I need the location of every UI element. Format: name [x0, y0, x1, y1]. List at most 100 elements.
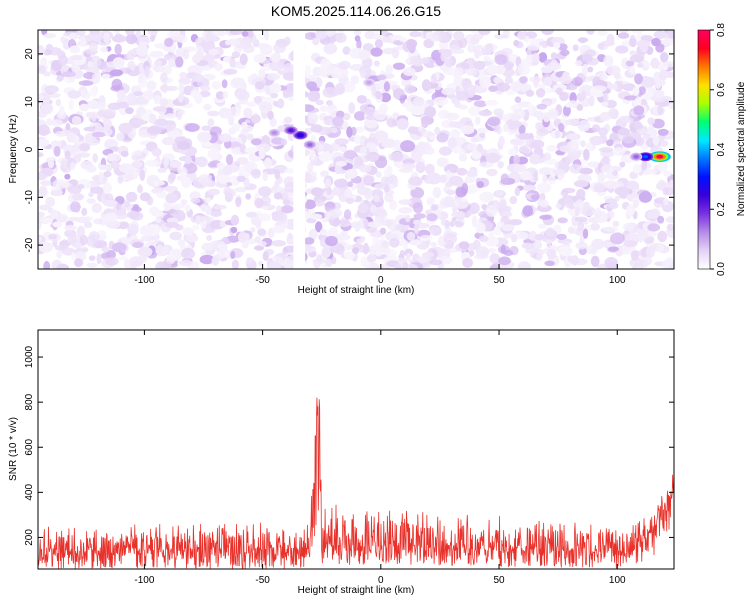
heatmap-cell: [210, 210, 222, 217]
heatmap-cell: [184, 204, 191, 212]
heatmap-cell: [650, 208, 661, 218]
heatmap-cell: [211, 81, 222, 90]
heatmap-cell: [310, 124, 323, 133]
heatmap-cell: [626, 204, 636, 216]
heatmap-cell: [643, 61, 652, 67]
heatmap-cell: [588, 95, 595, 107]
heatmap-cell: [391, 47, 400, 59]
heatmap-cell: [592, 76, 601, 88]
heatmap-cell: [650, 128, 657, 138]
heatmap-cell: [521, 184, 536, 192]
heatmap-cell: [223, 110, 233, 119]
heatmap-cell: [195, 48, 204, 61]
heatmap-cell: [147, 30, 159, 36]
heatmap-cell: [497, 161, 504, 169]
heatmap-cell: [112, 57, 125, 69]
heatmap-cell: [521, 170, 532, 181]
heatmap-cell: [350, 75, 360, 85]
heatmap-cell: [59, 105, 65, 116]
heatmap-cell: [277, 98, 285, 109]
heatmap-cell: [430, 226, 442, 237]
heatmap-cell: [85, 111, 95, 118]
heatmap-cell: [471, 215, 478, 228]
heatmap-cell: [115, 203, 122, 211]
heatmap-cell: [408, 176, 423, 186]
heatmap-cell: [604, 257, 618, 269]
heatmap-cell: [167, 130, 181, 139]
heatmap-cell: [476, 127, 489, 134]
heatmap-cell: [38, 152, 44, 158]
heatmap-cell: [536, 127, 549, 137]
heatmap-cell: [83, 221, 93, 229]
heatmap-cell: [373, 60, 380, 67]
heatmap-cell: [485, 205, 498, 217]
heatmap-cell: [236, 157, 249, 165]
heatmap-cell: [184, 123, 200, 132]
heatmap-cell: [440, 218, 446, 226]
heatmap-cell: [536, 103, 547, 110]
heatmap-cell: [135, 30, 141, 39]
heatmap-feature-ring: [633, 155, 639, 159]
heatmap-cell: [575, 241, 588, 250]
heatmap-cell: [640, 76, 656, 88]
heatmap-cell: [498, 135, 505, 147]
heatmap-cell: [38, 124, 50, 136]
heatmap-cell: [79, 234, 88, 246]
heatmap-cell: [630, 250, 639, 262]
heatmap-cell: [666, 30, 674, 38]
heatmap-cell: [633, 123, 644, 129]
heatmap-cell: [509, 138, 525, 146]
heatmap-cell: [55, 213, 69, 223]
heatmap-cell: [230, 251, 236, 259]
heatmap-cell: [546, 61, 562, 71]
heatmap-cell: [304, 32, 318, 40]
heatmap-cell: [161, 137, 176, 146]
heatmap-cell: [510, 81, 522, 93]
heatmap-cell: [104, 193, 114, 202]
heatmap-cell: [79, 103, 90, 112]
heatmap-cell: [149, 50, 164, 58]
heatmap-cell: [330, 127, 338, 134]
heatmap-cell: [550, 52, 558, 60]
heatmap-cell: [668, 179, 674, 188]
heatmap-cell: [601, 101, 609, 107]
heatmap-cell: [538, 52, 548, 63]
heatmap-cell: [164, 113, 177, 119]
heatmap-cell: [120, 150, 129, 158]
heatmap-cell: [350, 220, 365, 229]
heatmap-cell: [605, 241, 616, 248]
heatmap-cell: [399, 249, 405, 259]
heatmap-cell: [603, 55, 614, 67]
heatmap-cell: [636, 40, 651, 48]
heatmap-cell: [253, 53, 267, 63]
heatmap-feature: [648, 151, 671, 162]
heatmap-cell: [451, 212, 466, 218]
heatmap-cell: [88, 192, 94, 198]
heatmap-cell: [365, 260, 371, 269]
heatmap-cell: [517, 63, 524, 74]
heatmap-cell: [455, 186, 467, 198]
heatmap-cell: [468, 105, 481, 117]
snr-frame: [37, 329, 675, 570]
heatmap-cell: [576, 104, 584, 111]
heatmap-cell: [62, 38, 71, 50]
heatmap-cell: [216, 162, 226, 170]
heatmap-cell: [398, 199, 413, 206]
heatmap-cell: [53, 146, 61, 157]
heatmap-cell: [500, 173, 509, 184]
heatmap-cell: [367, 221, 381, 228]
heatmap-cell: [485, 152, 501, 164]
heatmap-cell: [89, 30, 101, 36]
heatmap-cell: [478, 109, 493, 117]
heatmap-features: [268, 78, 671, 162]
heatmap-cell: [429, 259, 443, 266]
heatmap-cell: [178, 259, 193, 267]
x-tick-label: -100: [134, 275, 154, 286]
heatmap-cell: [207, 118, 215, 127]
x-tick-label: 0: [378, 275, 384, 286]
heatmap-cell: [240, 81, 247, 91]
heatmap-cell: [590, 255, 600, 267]
heatmap-cell: [325, 100, 333, 106]
colorbar-strip: [697, 29, 711, 270]
heatmap-cell: [257, 228, 267, 236]
